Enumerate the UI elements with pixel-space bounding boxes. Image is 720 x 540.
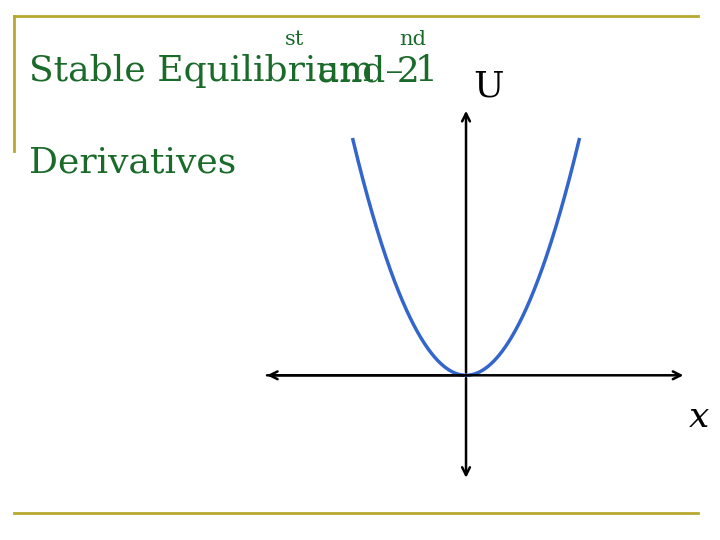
Text: Stable Equilibrium – 1: Stable Equilibrium – 1	[29, 54, 438, 88]
Text: st: st	[284, 30, 304, 49]
Text: x: x	[689, 400, 710, 434]
Text: U: U	[473, 70, 504, 104]
Text: and 2: and 2	[306, 54, 420, 88]
Text: nd: nd	[400, 30, 426, 49]
Text: Derivatives: Derivatives	[29, 146, 236, 180]
